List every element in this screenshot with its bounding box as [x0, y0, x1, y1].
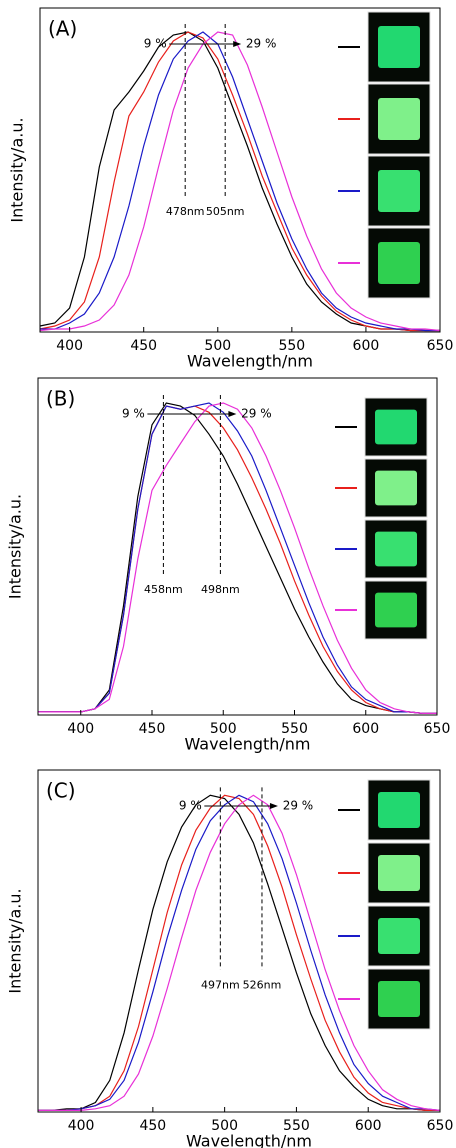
arrow-head: [269, 803, 278, 809]
spectrum-line: [39, 31, 440, 332]
x-tick-label: 400: [68, 1118, 95, 1134]
x-tick-label: 550: [283, 1118, 310, 1134]
x-tick-label: 450: [130, 338, 157, 354]
inset-sample: [378, 792, 420, 828]
x-tick-label: 650: [427, 1118, 454, 1134]
y-axis-title: Intensity/a.u.: [8, 117, 27, 222]
plot-frame: [39, 7, 441, 333]
x-tick-label: 600: [353, 338, 380, 354]
y-axis-title: Intensity/a.u.: [6, 494, 25, 599]
x-axis-title: Wavelength/nm: [187, 352, 313, 371]
spectrum-line: [38, 402, 437, 715]
peak-label: 497nm: [201, 978, 240, 991]
x-tick-label: 500: [210, 721, 237, 737]
inset-sample: [375, 592, 417, 628]
spectrum-line: [38, 402, 437, 715]
spectrum-line: [39, 31, 441, 332]
inset-sample: [375, 470, 417, 506]
panel-label: (B): [46, 387, 75, 411]
x-tick-label: 450: [139, 1118, 166, 1134]
x-tick-label: 600: [355, 1118, 382, 1134]
spectrum-line: [38, 794, 441, 1112]
plot-frame: [37, 769, 441, 1113]
peak-label: 505nm: [206, 205, 245, 218]
arrow-head: [228, 411, 237, 417]
inset-sample: [378, 98, 420, 140]
spectrum-line: [38, 794, 440, 1112]
peak-label: 478nm: [166, 205, 205, 218]
x-axis-title: Wavelength/nm: [186, 1132, 312, 1148]
inset-sample: [378, 855, 420, 891]
spectrum-line: [38, 794, 441, 1112]
spectrum-line: [38, 402, 437, 715]
spectrum-line: [40, 31, 440, 332]
panel-label: (A): [48, 17, 77, 41]
inset-sample: [378, 242, 420, 284]
arrow-start-label: 9 %: [122, 407, 145, 421]
x-tick-label: 600: [352, 721, 379, 737]
arrow-end-label: 29 %: [246, 37, 277, 51]
arrow-end-label: 29 %: [241, 407, 272, 421]
x-tick-label: 650: [424, 721, 451, 737]
plot-frame: [37, 377, 438, 716]
arrow-start-label: 9 %: [144, 37, 167, 51]
x-axis-title: Wavelength/nm: [184, 735, 310, 754]
x-tick-label: 500: [204, 338, 231, 354]
x-tick-label: 550: [278, 338, 305, 354]
x-tick-label: 500: [211, 1118, 238, 1134]
panel-label: (C): [46, 779, 76, 803]
inset-sample: [378, 170, 420, 212]
peak-label: 458nm: [144, 583, 183, 596]
x-tick-label: 400: [56, 338, 83, 354]
inset-sample: [375, 531, 417, 567]
x-tick-label: 650: [427, 338, 454, 354]
peak-label: 498nm: [201, 583, 240, 596]
arrow-end-label: 29 %: [283, 799, 314, 813]
arrow-head: [233, 41, 242, 47]
spectrum-line: [38, 794, 440, 1112]
peak-label: 526nm: [243, 978, 282, 991]
inset-sample: [378, 981, 420, 1017]
inset-sample: [378, 918, 420, 954]
inset-sample: [378, 26, 420, 68]
x-tick-label: 450: [139, 721, 166, 737]
x-tick-label: 400: [67, 721, 94, 737]
inset-sample: [375, 409, 417, 445]
y-axis-title: Intensity/a.u.: [6, 888, 25, 993]
x-tick-label: 550: [281, 721, 308, 737]
arrow-start-label: 9 %: [179, 799, 202, 813]
